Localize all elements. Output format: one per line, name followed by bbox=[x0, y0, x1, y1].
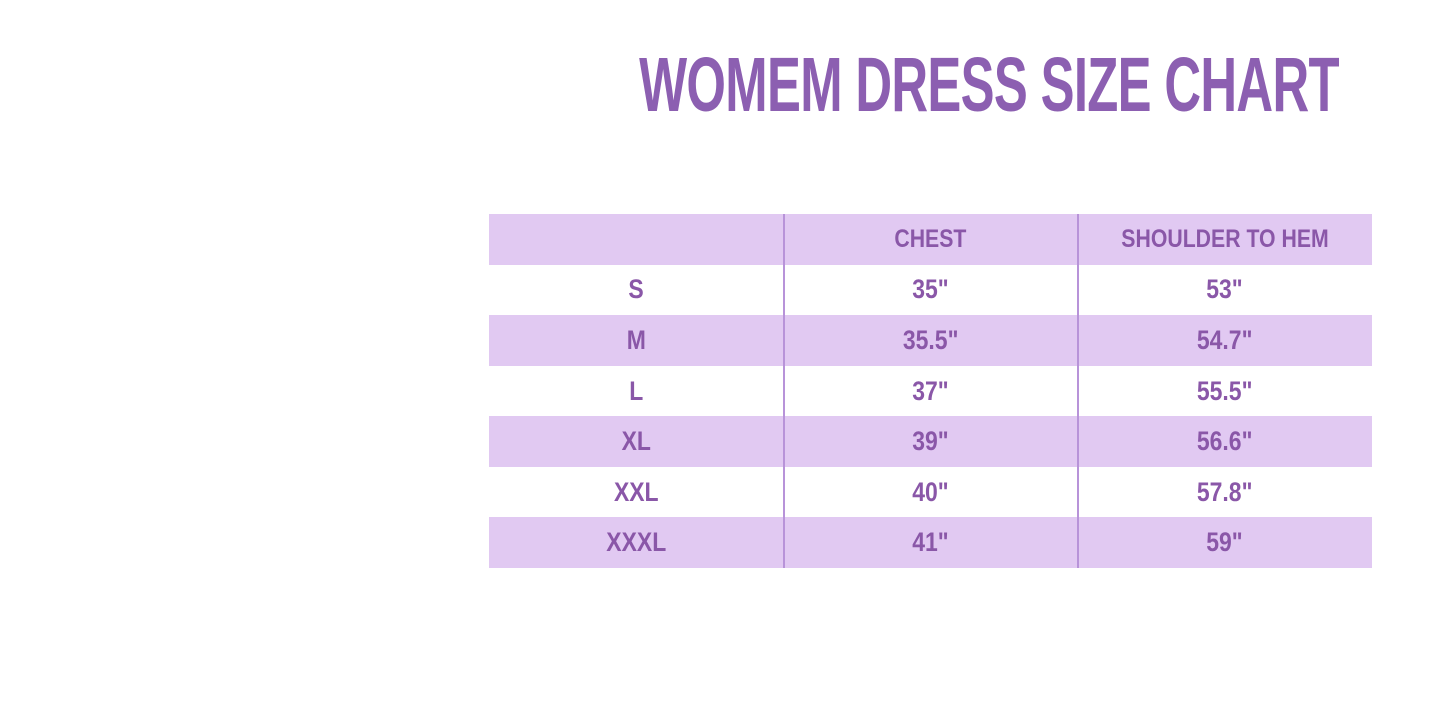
size-label: XL bbox=[621, 426, 651, 457]
header-cell-chest: CHEST bbox=[783, 214, 1077, 265]
header-shoulder-to-hem-label: SHOULDER TO HEM bbox=[1121, 224, 1329, 253]
chest-cell: 37" bbox=[783, 366, 1077, 417]
size-cell: XL bbox=[489, 416, 783, 467]
chest-value: 35" bbox=[912, 274, 949, 305]
chest-cell: 40" bbox=[783, 467, 1077, 518]
shoulder-to-hem-cell: 53" bbox=[1078, 265, 1372, 316]
header-cell-shoulder-to-hem: SHOULDER TO HEM bbox=[1078, 214, 1372, 265]
size-label: S bbox=[628, 274, 644, 305]
chest-value: 40" bbox=[912, 476, 949, 507]
chest-value: 37" bbox=[912, 375, 949, 406]
size-chart-table: CHEST SHOULDER TO HEM S 35" 53" M 35.5" … bbox=[489, 214, 1372, 569]
chest-cell: 35.5" bbox=[783, 315, 1077, 366]
size-cell: S bbox=[489, 265, 783, 316]
header-chest-label: CHEST bbox=[894, 224, 967, 253]
table-row-s: S 35" 53" bbox=[489, 265, 1372, 316]
shoulder-to-hem-value: 55.5" bbox=[1197, 375, 1253, 406]
page-title: WOMEM DRESS SIZE CHART bbox=[639, 42, 1339, 128]
header-cell-size bbox=[489, 214, 783, 265]
size-label: L bbox=[629, 375, 644, 406]
table-row-m: M 35.5" 54.7" bbox=[489, 315, 1372, 366]
table-row-l: L 37" 55.5" bbox=[489, 366, 1372, 417]
size-cell: XXXL bbox=[489, 517, 783, 568]
chest-value: 39" bbox=[912, 426, 949, 457]
size-cell: M bbox=[489, 315, 783, 366]
shoulder-to-hem-cell: 54.7" bbox=[1078, 315, 1372, 366]
table-header-row: CHEST SHOULDER TO HEM bbox=[489, 214, 1372, 265]
size-label: M bbox=[626, 324, 646, 355]
shoulder-to-hem-value: 53" bbox=[1206, 274, 1244, 305]
shoulder-to-hem-cell: 59" bbox=[1078, 517, 1372, 568]
shoulder-to-hem-value: 54.7" bbox=[1197, 324, 1253, 355]
shoulder-to-hem-value: 57.8" bbox=[1197, 476, 1253, 507]
size-cell: XXL bbox=[489, 467, 783, 518]
table-row-xxxl: XXXL 41" 59" bbox=[489, 517, 1372, 569]
size-label: XXL bbox=[613, 476, 659, 507]
chest-cell: 41" bbox=[783, 517, 1077, 568]
shoulder-to-hem-cell: 55.5" bbox=[1078, 366, 1372, 417]
chest-value: 35.5" bbox=[902, 324, 959, 355]
shoulder-to-hem-value: 56.6" bbox=[1197, 426, 1253, 457]
chest-cell: 39" bbox=[783, 416, 1077, 467]
chest-value: 41" bbox=[912, 527, 949, 558]
shoulder-to-hem-cell: 56.6" bbox=[1078, 416, 1372, 467]
column-divider bbox=[783, 214, 785, 568]
shoulder-to-hem-cell: 57.8" bbox=[1078, 467, 1372, 518]
shoulder-to-hem-value: 59" bbox=[1206, 527, 1244, 558]
chest-cell: 35" bbox=[783, 265, 1077, 316]
size-cell: L bbox=[489, 366, 783, 417]
size-label: XXXL bbox=[606, 527, 667, 558]
table-row-xxl: XXL 40" 57.8" bbox=[489, 467, 1372, 518]
table-row-xl: XL 39" 56.6" bbox=[489, 416, 1372, 467]
column-divider bbox=[1077, 214, 1079, 568]
